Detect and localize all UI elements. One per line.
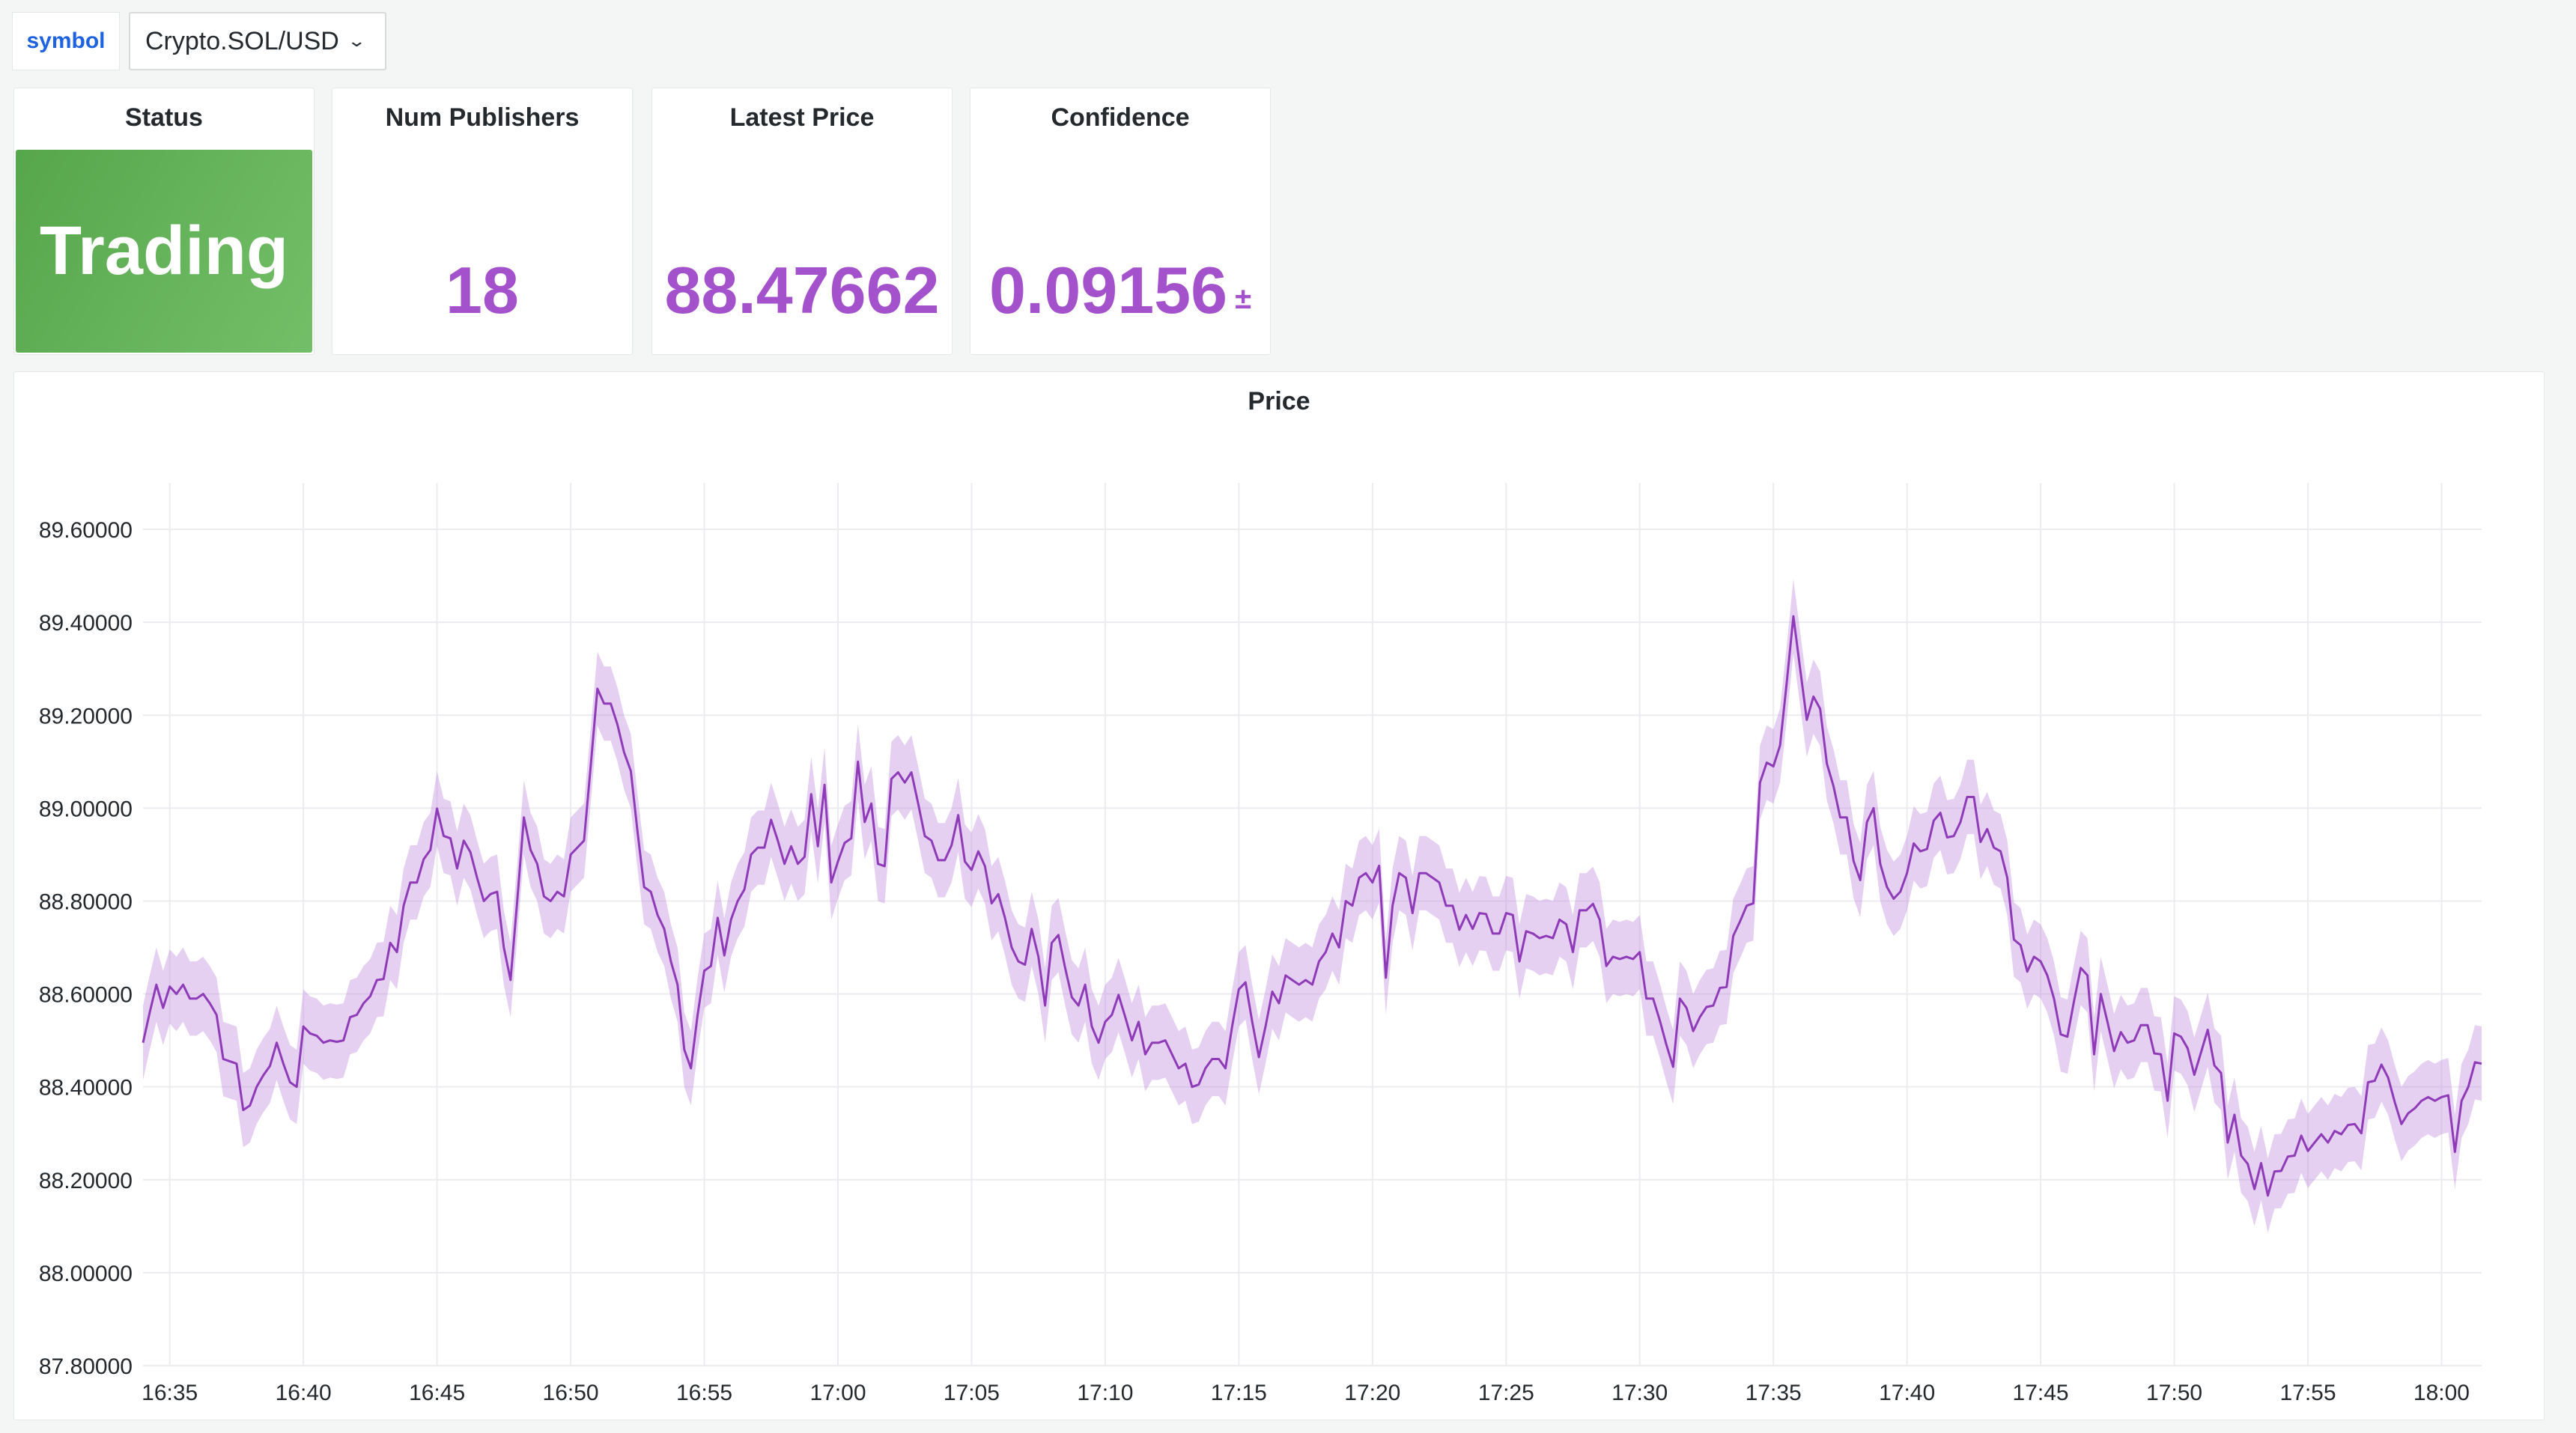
status-value-box: Trading bbox=[16, 150, 312, 353]
y-tick-label: 87.80000 bbox=[39, 1354, 133, 1379]
x-tick-label: 17:45 bbox=[2013, 1381, 2069, 1405]
confidence-unit: ± bbox=[1235, 282, 1252, 315]
x-tick-label: 17:25 bbox=[1478, 1381, 1534, 1405]
confidence-value: 0.09156 bbox=[988, 253, 1228, 327]
panel-title: Latest Price bbox=[729, 103, 875, 132]
x-tick-label: 17:20 bbox=[1344, 1381, 1400, 1405]
price-chart-panel: Price 87.80000 88.00000 88.20000 88.40000 88… bbox=[13, 371, 2545, 1420]
panel-title: Status bbox=[125, 103, 203, 132]
y-tick-label: 88.40000 bbox=[39, 1076, 133, 1101]
y-tick-label: 88.00000 bbox=[39, 1262, 133, 1286]
latest-price-panel: Latest Price 88.47662 bbox=[651, 88, 953, 355]
chevron-down-icon: ⌄ bbox=[347, 31, 366, 50]
confidence-panel: Confidence 0.09156 ± bbox=[970, 88, 1271, 355]
num-publishers-panel: Num Publishers 18 bbox=[332, 88, 633, 355]
x-tick-label: 16:50 bbox=[543, 1381, 599, 1405]
y-tick-label: 89.40000 bbox=[39, 611, 133, 636]
x-tick-label: 16:45 bbox=[409, 1381, 465, 1405]
price-line bbox=[142, 615, 2482, 1197]
x-tick-label: 16:40 bbox=[276, 1381, 332, 1405]
x-tick-label: 17:00 bbox=[809, 1381, 866, 1405]
x-tick-label: 16:55 bbox=[676, 1381, 732, 1405]
x-tick-label: 16:35 bbox=[142, 1381, 198, 1405]
y-tick-label: 88.60000 bbox=[39, 983, 133, 1008]
y-tick-label: 88.80000 bbox=[39, 889, 133, 914]
chart-title: Price bbox=[1248, 387, 1310, 416]
x-tick-label: 17:30 bbox=[1611, 1381, 1668, 1405]
confidence-band bbox=[143, 579, 2482, 1233]
y-tick-label: 89.20000 bbox=[39, 704, 133, 728]
variable-label: symbol bbox=[12, 12, 120, 70]
y-tick-label: 89.60000 bbox=[39, 518, 133, 543]
price-chart[interactable]: 87.80000 88.00000 88.20000 88.40000 88.60000… bbox=[14, 372, 2545, 1421]
x-tick-label: 17:15 bbox=[1211, 1381, 1267, 1405]
num-publishers-value: 18 bbox=[446, 253, 519, 327]
x-tick-label: 18:00 bbox=[2414, 1381, 2470, 1405]
y-tick-label: 89.00000 bbox=[39, 797, 133, 821]
y-tick-label: 88.20000 bbox=[39, 1169, 133, 1193]
x-tick-label: 17:55 bbox=[2279, 1381, 2336, 1405]
x-tick-label: 17:50 bbox=[2146, 1381, 2202, 1405]
x-tick-label: 17:40 bbox=[1879, 1381, 1935, 1405]
panel-title: Confidence bbox=[1051, 103, 1190, 132]
symbol-select-value: Crypto.SOL/USD bbox=[145, 26, 339, 55]
symbol-select[interactable]: Crypto.SOL/USD ⌄ bbox=[129, 12, 386, 70]
status-panel: Status Trading bbox=[13, 88, 315, 355]
status-value: Trading bbox=[39, 213, 289, 289]
x-tick-label: 17:35 bbox=[1746, 1381, 1802, 1405]
panel-title: Num Publishers bbox=[385, 103, 580, 132]
latest-price-value: 88.47662 bbox=[664, 253, 940, 327]
x-tick-label: 17:05 bbox=[944, 1381, 1000, 1405]
x-tick-label: 17:10 bbox=[1077, 1381, 1133, 1405]
